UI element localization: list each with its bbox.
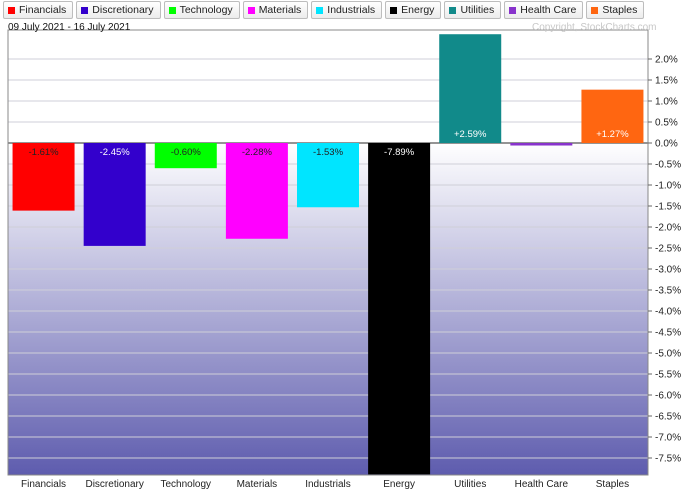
y-tick-label: -7.5% (655, 454, 681, 465)
y-tick-label: -4.0% (655, 307, 681, 318)
x-tick-label-financials: Financials (21, 479, 66, 490)
y-tick-label: -2.0% (655, 223, 681, 234)
y-tick-label: -1.0% (655, 181, 681, 192)
data-label-technology: -0.60% (171, 147, 202, 158)
legend-swatch (247, 6, 255, 14)
y-axis: 2.0% 1.5% 1.0% 0.5% 0.0% -0.5% -1.0% -1.5% -2.0%… (648, 55, 681, 465)
date-range: 09 July 2021 - 16 July 2021 (8, 22, 131, 33)
y-tick-label: 0.5% (655, 118, 678, 129)
x-tick-label-energy: Energy (383, 479, 415, 490)
legend-item-energy[interactable]: Energy (385, 1, 442, 19)
x-tick-label-technology: Technology (160, 479, 211, 490)
y-tick-label: -5.0% (655, 349, 681, 360)
y-tick-label: 2.0% (655, 55, 678, 66)
y-tick-label: 1.0% (655, 97, 678, 108)
y-tick-label: 0.0% (655, 139, 678, 150)
legend-item-materials[interactable]: Materials (242, 1, 309, 19)
data-label-materials: -2.28% (242, 147, 273, 158)
bar-financials (12, 143, 75, 211)
legend-label: Materials (258, 4, 302, 16)
bar-industrials (297, 143, 359, 208)
legend-label: Utilities (460, 4, 495, 16)
y-tick-label: -5.5% (655, 370, 681, 381)
x-axis: Financials Discretionary Technology Materia… (21, 479, 629, 490)
legend-item-industrials[interactable]: Industrials (311, 1, 383, 19)
legend-swatch (390, 6, 398, 14)
y-tick-label: -1.5% (655, 202, 681, 213)
y-tick-label: -2.5% (655, 244, 681, 255)
legend-swatch (449, 6, 457, 14)
y-tick-label: -4.5% (655, 328, 681, 339)
x-tick-label-utilities: Utilities (454, 479, 486, 490)
data-label-energy: -7.89% (384, 147, 415, 158)
y-tick-label: -6.0% (655, 391, 681, 402)
data-label-financials: -1.61% (29, 147, 60, 158)
legend-label: Technology (179, 4, 233, 16)
legend-item-health-care[interactable]: Health Care (504, 1, 584, 19)
legend-item-staples[interactable]: Staples (586, 1, 645, 19)
x-tick-label-discretionary: Discretionary (85, 479, 143, 490)
bar-energy (368, 143, 431, 475)
bars: -1.61% -2.45% -0.60% -2.28% -1.53% -7.89% +2.5… (12, 34, 644, 475)
legend-item-technology[interactable]: Technology (163, 1, 240, 19)
y-tick-label: -3.0% (655, 265, 681, 276)
legend-label: Financials (19, 4, 67, 16)
legend-swatch (8, 6, 15, 14)
bar-staples (581, 89, 644, 143)
x-tick-label-health-care: Health Care (515, 479, 569, 490)
legend-item-utilities[interactable]: Utilities (444, 1, 502, 19)
legend-label: Energy (401, 4, 435, 16)
y-tick-label: -0.5% (655, 160, 681, 171)
bar-materials (225, 143, 288, 239)
legend-label: Discretionary (92, 4, 154, 16)
legend-swatch (168, 6, 176, 14)
legend-item-financials[interactable]: Financials (3, 1, 74, 19)
legend-label: Staples (602, 4, 638, 16)
x-tick-label-materials: Materials (237, 479, 278, 490)
x-tick-label-staples: Staples (596, 479, 629, 490)
legend-swatch (509, 6, 517, 14)
bar-utilities (439, 34, 502, 143)
plot-border (7, 29, 649, 476)
y-tick-label: -3.5% (655, 286, 681, 297)
data-label-utilities: +2.59% (454, 129, 487, 140)
data-label-industrials: -1.53% (313, 147, 344, 158)
x-tick-label-industrials: Industrials (305, 479, 351, 490)
y-tick-label: -6.5% (655, 412, 681, 423)
legend-label: Industrials (327, 4, 376, 16)
data-label-staples: +1.27% (596, 129, 629, 140)
bar-technology (154, 143, 217, 169)
legend-item-discretionary[interactable]: Discretionary (76, 1, 161, 19)
bar-discretionary (83, 143, 146, 246)
copyright: Copyright, StockCharts.com (532, 22, 657, 33)
data-label-discretionary: -2.45% (100, 147, 131, 158)
legend-swatch (81, 6, 89, 14)
bar-health-care (510, 143, 573, 146)
legend-label: Health Care (520, 4, 577, 16)
legend-swatch (591, 6, 599, 14)
legend: Financials Discretionary Technology Materia… (3, 1, 645, 19)
y-tick-label: 1.5% (655, 76, 678, 87)
plot-background-positive (8, 30, 648, 143)
legend-swatch (316, 6, 324, 14)
y-tick-label: -7.0% (655, 433, 681, 444)
